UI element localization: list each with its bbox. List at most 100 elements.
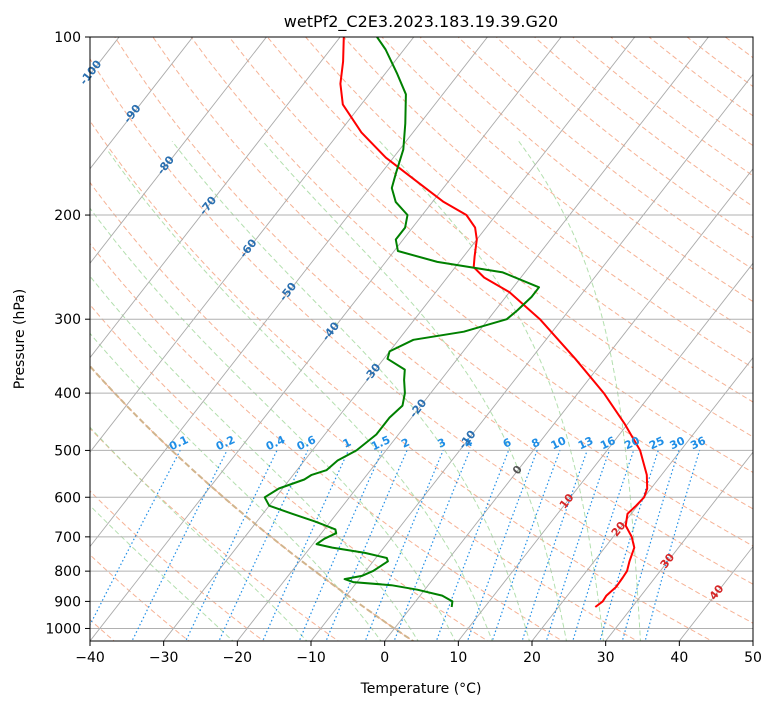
x-tick-label: 20	[523, 650, 541, 666]
y-tick-label: 700	[54, 530, 81, 546]
moist-adiabat	[106, 149, 493, 641]
mixing-ratio-label: 10	[549, 434, 569, 452]
x-tick-label: 30	[597, 650, 615, 666]
skewed-isotherm	[531, 356, 753, 641]
plot-area	[90, 37, 753, 641]
x-tick-label: −30	[149, 650, 179, 666]
line-labels: 0.1 0.2 0.4 0.6 1 1.5 2 3 4 6 8 10 13 16 20 25 30 36-100-…	[77, 57, 727, 602]
dry-adiabats	[90, 37, 753, 641]
dry-adiabat	[457, 37, 753, 270]
skewed-isotherm	[90, 37, 562, 641]
y-tick-label: 100	[54, 30, 81, 46]
moist-adiabat	[518, 140, 641, 641]
isotherm-label: 0	[510, 463, 525, 477]
mixing-ratio-label: 3	[436, 436, 448, 451]
mixing-ratio-line	[218, 450, 309, 641]
dry-adiabat	[686, 37, 753, 88]
mixing-ratio-line	[90, 450, 181, 627]
y-tick-label: 900	[54, 594, 81, 610]
reference-curve	[90, 364, 415, 641]
skewed-isotherm	[605, 451, 753, 641]
skewed-isotherm	[163, 37, 636, 641]
mixing-ratio-line	[185, 450, 278, 641]
mixing-ratio-line	[599, 450, 659, 641]
x-tick-label: 10	[449, 650, 467, 666]
dry-adiabat	[90, 490, 265, 641]
mixing-ratio-line	[435, 450, 510, 641]
mixing-ratio-label: 6	[501, 436, 514, 451]
dry-adiabat	[90, 120, 713, 641]
y-tick-label: 200	[54, 208, 81, 224]
x-tick-label: 0	[380, 650, 389, 666]
x-axis: −40 −30 −20 −10 0 10 20 30 40 50	[75, 641, 762, 666]
y-tick-label: 600	[54, 490, 81, 506]
dry-adiabat	[381, 37, 753, 336]
isotherm-label: -60	[237, 236, 260, 260]
skewed-isotherm	[457, 262, 753, 641]
skewed-isotherm	[752, 640, 753, 641]
isotherm-label: -80	[154, 153, 177, 177]
isotherm-label: -100	[77, 57, 104, 87]
isotherm-label: -20	[407, 396, 430, 420]
dry-adiabat	[267, 37, 753, 438]
mixing-ratio-label: 20	[622, 434, 642, 452]
isotherm-label: -90	[121, 102, 144, 126]
moist-adiabat	[90, 207, 456, 641]
mixing-ratio-line	[644, 450, 701, 641]
mixing-ratio-line	[325, 450, 408, 641]
skewed-isotherm	[310, 73, 753, 641]
profile-series	[263, 37, 649, 608]
mixing-ratio-label: 13	[576, 434, 595, 452]
dry-adiabat	[725, 37, 753, 59]
isotherm-label: -70	[197, 193, 220, 217]
moist-adiabat	[379, 140, 605, 641]
dry-adiabat	[305, 37, 753, 403]
moist-adiabat	[90, 275, 419, 641]
dry-adiabat	[90, 304, 489, 641]
dry-adiabat	[90, 57, 753, 624]
isotherm-label: 30	[658, 551, 678, 571]
skewed-isotherms	[90, 37, 753, 641]
x-tick-label: 50	[744, 650, 762, 666]
skewed-isotherm	[90, 37, 341, 359]
isotherm-label: -10	[456, 427, 479, 451]
plot-frame	[89, 36, 754, 642]
mixing-ratio-line	[131, 450, 228, 641]
isotherm-label: -40	[320, 319, 343, 343]
skewed-isotherm	[90, 37, 489, 548]
reference-adiabat	[90, 364, 415, 641]
y-tick-label: 500	[54, 443, 81, 459]
mixing-ratio-label: 2	[399, 436, 411, 451]
mixing-ratio-label: 16	[598, 434, 618, 452]
moist-adiabat	[90, 426, 308, 641]
skewed-isotherm	[384, 168, 753, 641]
moist-adiabat	[90, 332, 382, 641]
pressure-gridlines	[90, 37, 753, 629]
mixing-ratio-line	[364, 450, 444, 641]
moist-adiabat	[262, 140, 568, 641]
isotherm-label: -50	[277, 280, 300, 304]
mixing-ratio-line	[466, 450, 538, 641]
skewed-isotherm	[90, 37, 268, 264]
mixing-ratio-lines	[90, 450, 701, 641]
dry-adiabat	[190, 37, 753, 510]
temperature-profile	[339, 37, 649, 608]
mixing-ratio-line	[621, 450, 680, 641]
mixing-ratio-line	[491, 450, 561, 641]
isotherm-label: -30	[361, 361, 384, 385]
y-tick-label: 300	[54, 312, 81, 328]
x-tick-label: −10	[296, 650, 326, 666]
dry-adiabat	[90, 365, 414, 641]
moist-adiabats	[90, 140, 641, 641]
x-tick-label: −40	[75, 650, 105, 666]
x-axis-label: Temperature (°C)	[360, 681, 482, 697]
mixing-ratio-label: 36	[688, 434, 708, 452]
mixing-ratio-line	[572, 450, 635, 641]
dry-adiabat	[495, 37, 753, 239]
isotherm-label: 10	[557, 491, 577, 511]
dry-adiabat	[90, 242, 564, 641]
y-axis: 100 200 300 400 500 600 700 800 900 1000	[45, 30, 90, 637]
y-tick-label: 400	[54, 386, 81, 402]
dry-adiabat	[152, 37, 753, 547]
y-tick-label: 800	[54, 564, 81, 580]
